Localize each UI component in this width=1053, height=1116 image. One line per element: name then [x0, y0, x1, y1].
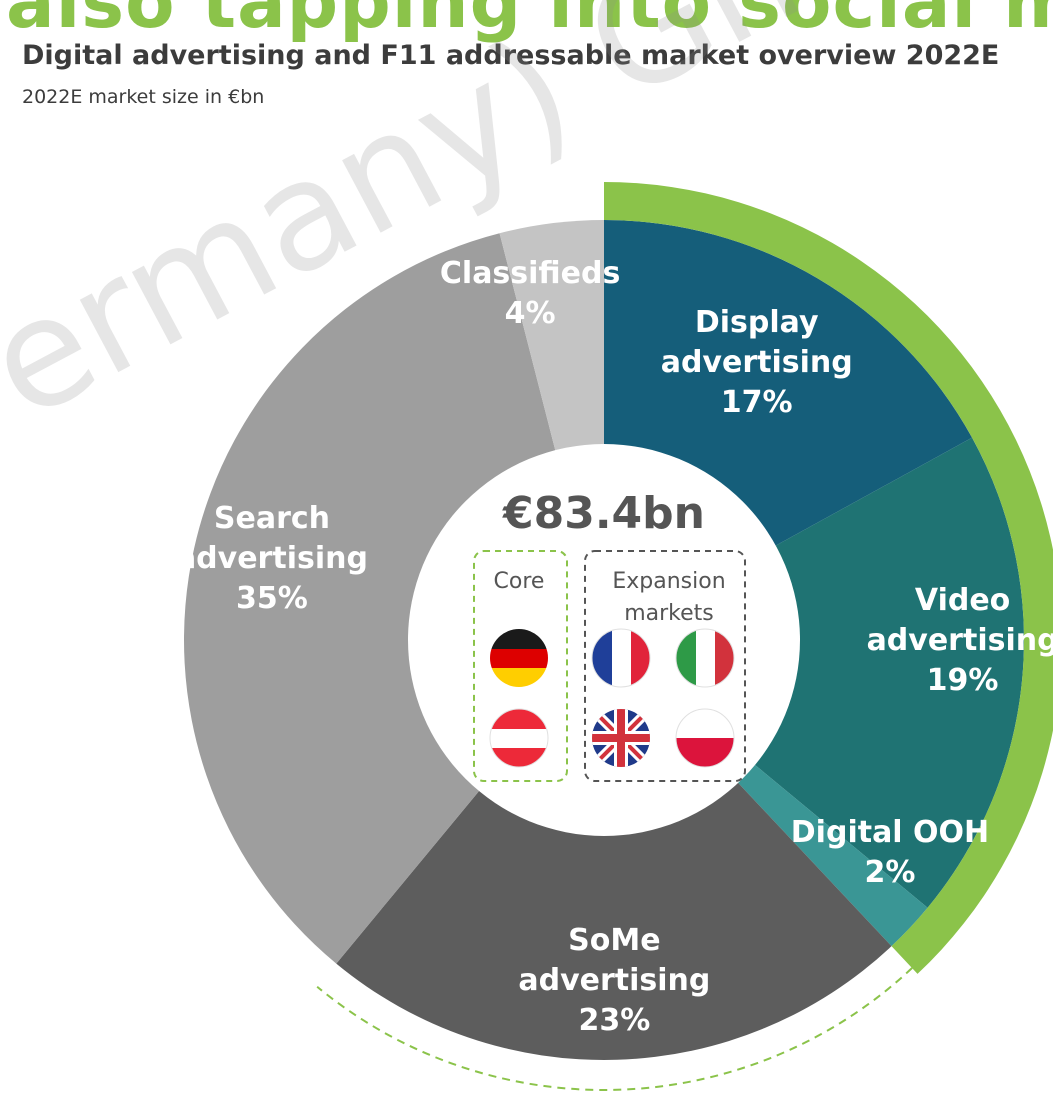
slice-video-advertising: [604, 437, 1025, 908]
slice-pct-label: 17%: [721, 385, 793, 420]
slice-pct-label: 35%: [236, 581, 308, 616]
slice-label: Digital OOH: [791, 815, 989, 850]
slice-label: SoMe: [568, 923, 660, 958]
italy-flag-icon: [676, 629, 734, 687]
slice-pct-label: 2%: [865, 855, 916, 890]
core-label: Core: [494, 569, 545, 594]
slice-label: Display: [695, 305, 819, 340]
some-dashed-arc: [316, 967, 913, 1091]
germany-flag-icon: [490, 629, 548, 687]
expansion-box: [584, 550, 746, 782]
slice-label: advertising: [518, 963, 710, 998]
slice-label: advertising: [661, 345, 853, 380]
chart-subtitle: 2022E market size in €bn: [22, 86, 265, 108]
headline: also tapping into social media: [6, 0, 1053, 44]
austria-flag-icon: [490, 709, 548, 767]
expansion-label-line1: Expansion: [612, 569, 725, 594]
slice-pct-label: 23%: [578, 1003, 650, 1038]
chart-title: Digital advertising and F11 addressable …: [22, 40, 1000, 71]
slice-search-advertising: [184, 233, 604, 964]
slice-label: advertising: [867, 623, 1053, 658]
addressable-market-arc: [604, 182, 1053, 974]
slice-labels: Display advertising 17% Video advertising 19%…: [176, 256, 1053, 1038]
slice-label: Classifieds: [440, 256, 620, 291]
expansion-label-line2: markets: [624, 601, 714, 626]
slice-label: Search: [214, 501, 330, 536]
donut-slices: [184, 220, 1025, 1060]
slice-label: advertising: [176, 541, 368, 576]
slice-label: Video: [915, 583, 1010, 618]
slice-pct-label: 4%: [505, 296, 556, 331]
core-box: [473, 550, 568, 782]
slice-some-advertising: [336, 640, 892, 1060]
uk-flag-icon: [592, 709, 650, 767]
france-flag-icon: [592, 629, 650, 687]
total-market-value: €83.4bn: [502, 488, 705, 539]
slice-pct-label: 19%: [927, 663, 999, 698]
